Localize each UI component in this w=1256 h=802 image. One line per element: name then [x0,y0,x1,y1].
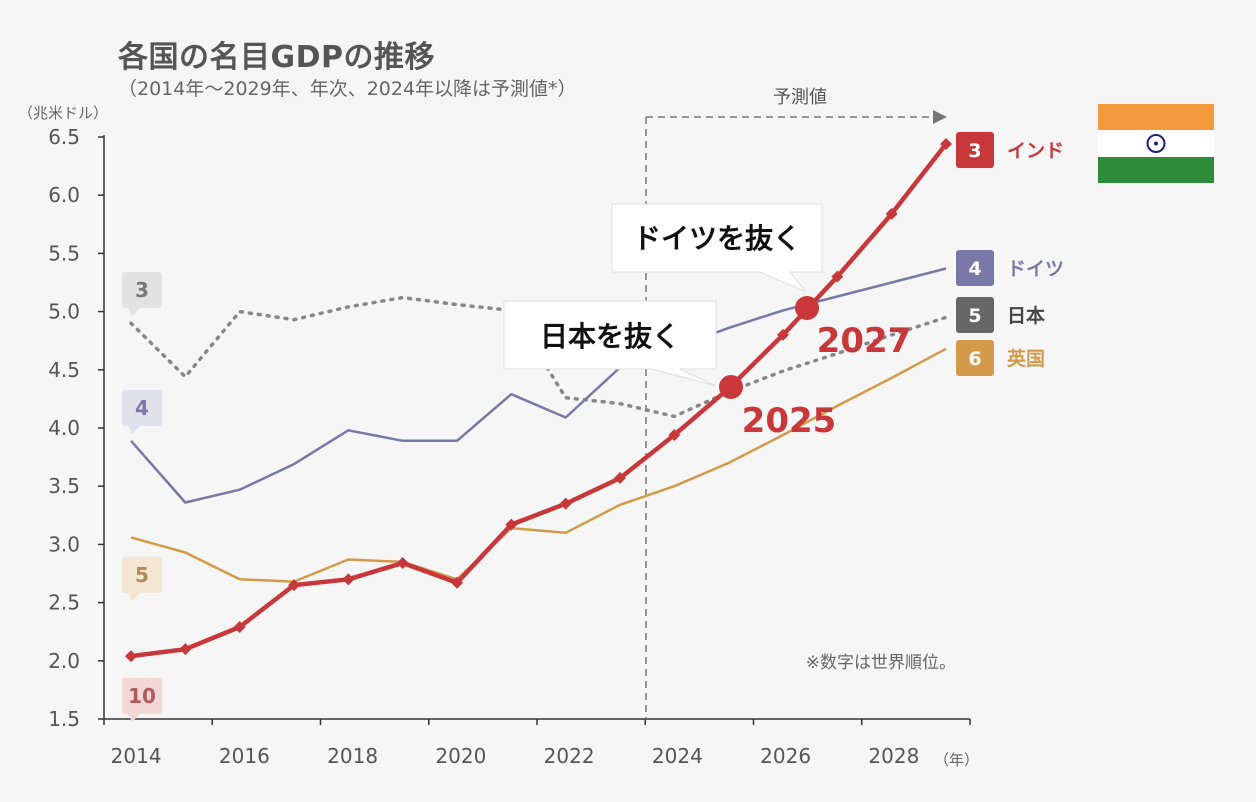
callout-germany-text: ドイツを抜く [633,222,801,255]
start-rank-badge-uk: 5 [122,557,162,601]
start-rank-badge-india: 10 [122,678,162,722]
legend-item-japan: 5 日本 [956,297,1045,333]
y-tick-label: 2.5 [48,591,80,615]
legend-rank-badge [956,250,994,286]
india-point-2019 [396,557,409,570]
india-point-2028 [885,207,898,220]
x-tick-label: 2016 [219,744,270,768]
india-point-2018 [342,573,355,586]
y-tick-label: 4.5 [48,358,80,382]
x-tick-label: 2020 [435,744,486,768]
india-point-2023 [614,472,626,485]
y-tick-label: 5.5 [48,241,80,265]
legend-item-india: 3 インド [956,132,1064,168]
legend-rank-badge [956,132,994,168]
start-rank-text: 10 [128,684,156,708]
india-point-2029 [940,137,952,150]
start-rank-badge-pointer [128,308,140,316]
start-rank-badge-germany: 4 [122,390,162,434]
start-rank-badge-japan: 3 [122,272,162,316]
legend-name: ドイツ [1007,258,1064,280]
legend-item-uk: 6 英国 [956,340,1045,376]
legend-rank-text: 5 [968,305,981,327]
india-point-2027 [831,270,844,283]
start-rank-badge-bg [122,390,162,426]
chart-subtitle: （2014年～2029年、年次、2024年以降は予測値*） [118,78,577,100]
start-rank-text: 4 [135,396,149,420]
y-tick-label: 3.5 [48,474,80,498]
legend-rank-badge [956,297,994,333]
legend-rank-text: 4 [968,258,981,280]
x-tick-label: 2026 [760,744,811,768]
x-tick-label: 2024 [652,744,703,768]
legend-name: インド [1007,140,1064,162]
start-rank-badge-pointer [128,714,140,722]
start-rank-badge-bg [122,557,162,593]
start-rank-badge-bg [122,272,162,308]
legend-rank-text: 3 [968,140,981,162]
chart-title: 各国の名目GDPの推移 [118,40,436,75]
rank-note: ※数字は世界順位。 [806,653,956,673]
start-rank-text: 5 [135,563,149,587]
india-point-2021 [505,518,518,531]
legend-item-germany: 4 ドイツ [956,250,1064,286]
callout-japan: 日本を抜く [503,300,717,387]
x-tick-label: 2014 [111,744,162,768]
forecast-label: 予測値 [773,87,827,108]
crossover-year-germany: 2027 [817,321,912,361]
india-point-2022 [559,497,572,510]
x-tick-label: 2018 [327,744,378,768]
india-point-2016 [233,621,246,634]
y-tick-label: 1.5 [48,707,80,731]
y-tick-label: 3.0 [48,532,80,556]
india-point-2017 [288,579,300,592]
crossover-marker-germany [795,296,819,320]
india-point-2020 [451,576,463,589]
legend-rank-text: 6 [968,348,981,370]
crossover-marker-japan [719,375,743,399]
crossover-year-japan: 2025 [742,401,837,441]
legend-name: 日本 [1007,304,1045,327]
india-point-2015 [179,643,192,656]
y-tick-label: 6.0 [48,183,80,207]
legend-rank-badge [956,340,994,376]
start-rank-badge-pointer [128,593,140,601]
y-tick-label: 5.0 [48,300,80,324]
legend-name: 英国 [1007,347,1045,370]
start-rank-badge-bg [122,678,162,714]
y-tick-label: 4.0 [48,416,80,440]
x-tick-label: 2028 [868,744,919,768]
y-axis-unit: （兆米ドル） [18,104,108,122]
india-point-2024 [668,428,681,441]
y-tick-label: 2.0 [48,649,80,673]
india-flag-icon [1098,104,1214,183]
india-point-2026 [777,328,789,341]
x-axis-unit: （年） [934,751,979,769]
callout-germany: ドイツを抜く [611,203,823,293]
start-rank-badge-pointer [128,426,140,434]
x-tick-label: 2022 [544,744,595,768]
start-rank-text: 3 [135,278,149,302]
callout-japan-text: 日本を抜く [540,320,680,353]
india-point-2014 [125,650,137,663]
y-tick-label: 6.5 [48,125,80,149]
series-line-uk [130,347,947,583]
forecast-arrow-head [933,110,947,124]
